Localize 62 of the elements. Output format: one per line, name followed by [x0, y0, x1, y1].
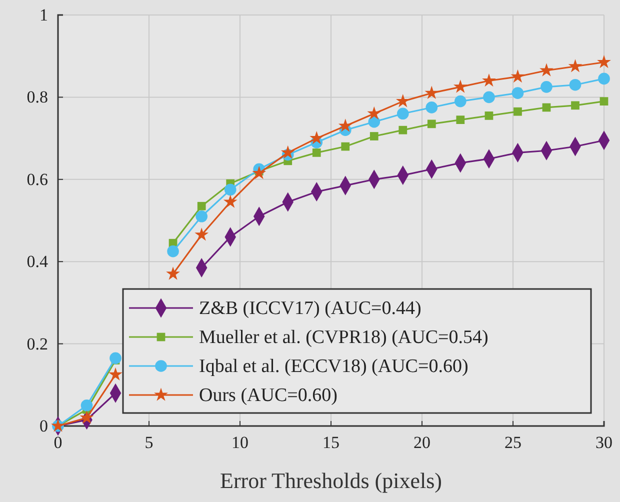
point — [194, 228, 209, 241]
x-tick-label: 10 — [232, 433, 248, 452]
legend-label: Mueller et al. (CVPR18) (AUC=0.54) — [199, 327, 488, 348]
point — [166, 266, 180, 280]
point — [568, 59, 582, 72]
point — [454, 95, 466, 108]
x-tick-label: 0 — [54, 433, 62, 452]
point — [224, 184, 236, 196]
point — [196, 210, 208, 222]
point — [370, 132, 378, 140]
point — [368, 116, 380, 128]
point — [571, 101, 580, 110]
legend-label: Z&B (ICCV17) (AUC=0.44) — [199, 298, 422, 319]
point — [598, 72, 610, 85]
legend-label: Ours (AUC=0.60) — [199, 385, 338, 406]
y-tick-label: 0 — [40, 416, 48, 436]
point — [514, 107, 522, 116]
point — [424, 86, 439, 100]
y-tick-label: 1 — [40, 5, 48, 24]
point — [341, 142, 350, 151]
point — [80, 410, 94, 424]
point — [427, 120, 436, 128]
point — [338, 118, 352, 132]
point — [252, 166, 266, 180]
x-tick-label: 5 — [144, 433, 154, 452]
point — [456, 116, 465, 124]
point — [597, 54, 611, 68]
point — [600, 97, 608, 106]
point — [367, 106, 382, 120]
point — [510, 69, 525, 83]
point — [167, 245, 179, 258]
x-axis-title: Error Thresholds (pixels) — [220, 468, 442, 493]
y-tick-label: 0.4 — [26, 252, 48, 272]
point — [197, 202, 206, 210]
point — [484, 112, 494, 120]
legend-label: Iqbal et al. (ECCV18) (AUC=0.60) — [199, 356, 468, 377]
point — [108, 367, 122, 381]
point — [540, 63, 554, 76]
point — [310, 130, 324, 144]
point — [540, 81, 552, 93]
point — [280, 145, 295, 159]
x-tick-label: 30 — [596, 433, 612, 452]
point — [398, 126, 408, 134]
x-tick-label: 15 — [322, 433, 340, 452]
point — [80, 400, 93, 412]
point — [312, 148, 321, 157]
x-tick-label: 20 — [414, 433, 430, 452]
point — [396, 94, 410, 108]
point — [396, 108, 409, 120]
y-tick-label: 0.8 — [26, 88, 48, 107]
y-tick-label: 0.6 — [26, 170, 48, 189]
x-tick-label: 25 — [504, 433, 522, 452]
point — [542, 103, 551, 112]
point — [110, 352, 122, 364]
point — [482, 73, 496, 87]
y-tick-label: 0.2 — [26, 334, 48, 354]
point — [512, 87, 524, 99]
point — [453, 80, 468, 93]
point — [426, 102, 438, 114]
point — [569, 78, 582, 91]
point — [223, 194, 238, 208]
point — [483, 91, 495, 104]
